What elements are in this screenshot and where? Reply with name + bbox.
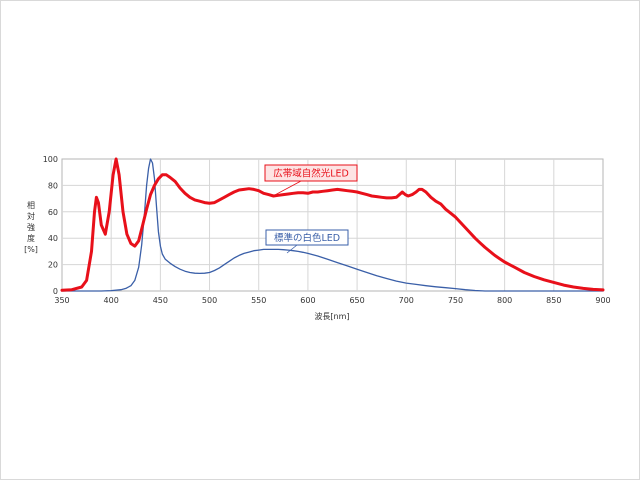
y-tick-label: 100 bbox=[43, 155, 58, 164]
y-axis-title-char: 度 bbox=[27, 233, 35, 243]
x-tick-label: 800 bbox=[497, 296, 512, 305]
annotation-box bbox=[264, 164, 358, 182]
broadband-led-series-line bbox=[60, 157, 605, 292]
annotation-label: 広帯域自然光LED bbox=[273, 168, 349, 180]
x-tick-label: 900 bbox=[595, 296, 610, 305]
y-tick-label: 80 bbox=[48, 181, 58, 190]
x-tick-label: 450 bbox=[153, 296, 168, 305]
series-annotations: 広帯域自然光LED 標準の白色LED bbox=[264, 164, 358, 254]
y-tick-label: 20 bbox=[48, 261, 58, 270]
series-lines bbox=[60, 157, 605, 292]
y-axis-ticks: 0 20 40 60 80 100 bbox=[43, 155, 58, 296]
standard-white-led-annotation: 標準の白色LED bbox=[265, 229, 349, 254]
y-tick-label: 0 bbox=[53, 287, 58, 296]
x-tick-label: 850 bbox=[546, 296, 561, 305]
annotation-label: 標準の白色LED bbox=[274, 232, 340, 244]
annotation-box bbox=[265, 229, 349, 246]
x-tick-label: 550 bbox=[251, 296, 266, 305]
x-tick-label: 500 bbox=[202, 296, 217, 305]
y-axis-title-unit: [%] bbox=[24, 245, 38, 254]
annotation-leader-line bbox=[286, 244, 298, 254]
y-axis-title-char: 相 bbox=[27, 200, 35, 210]
x-axis-ticks: 350 400 450 500 550 600 650 700 750 800 850 900 bbox=[54, 296, 610, 305]
y-tick-label: 60 bbox=[48, 208, 58, 217]
annotation-leader-line bbox=[272, 180, 302, 197]
y-tick-label: 40 bbox=[48, 234, 58, 243]
x-tick-label: 350 bbox=[54, 296, 69, 305]
broadband-led-annotation: 広帯域自然光LED bbox=[264, 164, 358, 197]
y-axis-title-char: 対 bbox=[27, 211, 35, 221]
x-tick-label: 750 bbox=[448, 296, 463, 305]
x-axis-title: 波長[nm] bbox=[314, 311, 349, 321]
x-tick-label: 650 bbox=[349, 296, 364, 305]
x-tick-label: 600 bbox=[300, 296, 315, 305]
x-tick-label: 400 bbox=[104, 296, 119, 305]
y-axis-title-char: 強 bbox=[27, 222, 35, 232]
x-tick-label: 700 bbox=[399, 296, 414, 305]
standard-white-led-series-line bbox=[61, 158, 604, 292]
y-axis-title: 相 対 強 度 [%] bbox=[24, 200, 38, 254]
